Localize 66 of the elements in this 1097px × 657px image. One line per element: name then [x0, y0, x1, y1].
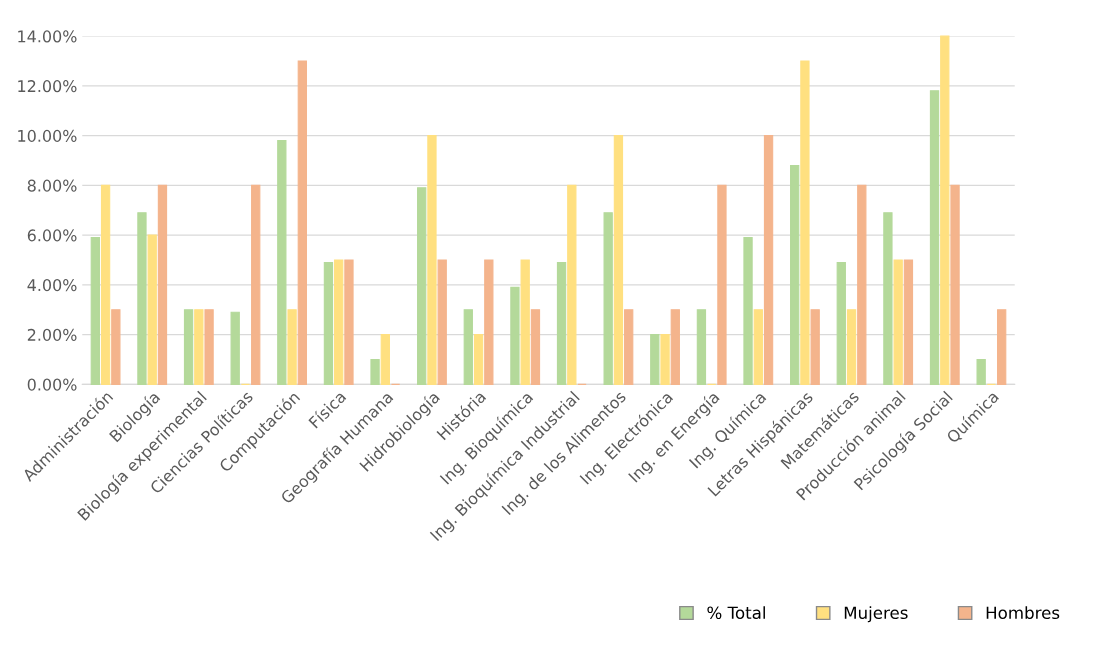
bar — [137, 212, 147, 385]
bar — [753, 309, 763, 385]
bar — [836, 261, 846, 385]
bar — [183, 309, 194, 385]
bar — [929, 90, 940, 385]
bar — [297, 60, 307, 385]
y-tick-label: 6.00% — [27, 229, 77, 242]
bar — [100, 184, 111, 385]
bar — [790, 164, 800, 385]
bar — [660, 334, 670, 385]
bar — [846, 309, 857, 385]
bar — [940, 35, 950, 385]
bar — [624, 309, 634, 385]
bar — [567, 184, 577, 385]
y-tick-label: 0.00% — [27, 378, 77, 391]
y-tick-label: 10.00% — [18, 129, 77, 142]
bar — [556, 261, 567, 385]
bar — [857, 184, 867, 385]
y-tick-label: 2.00% — [27, 328, 77, 341]
bar — [277, 140, 287, 385]
y-tick-label: 12.00% — [18, 80, 77, 93]
bar — [370, 358, 380, 385]
y-tick-label: 14.00% — [18, 30, 77, 43]
bar — [976, 358, 986, 385]
bar — [696, 309, 707, 385]
bar — [147, 234, 157, 385]
bar — [510, 286, 520, 385]
bar — [997, 309, 1007, 385]
bar — [427, 135, 437, 385]
bar — [194, 309, 204, 385]
bar — [893, 259, 903, 385]
bar — [520, 259, 530, 385]
bar — [800, 60, 810, 385]
bar — [323, 261, 334, 385]
bar — [950, 184, 960, 385]
bar — [380, 334, 390, 385]
bar — [463, 309, 473, 385]
bar — [603, 212, 613, 385]
bar — [670, 309, 680, 385]
bar — [650, 334, 660, 385]
legend-label: Mujeres — [844, 606, 908, 623]
bar — [613, 135, 624, 385]
bar — [111, 309, 121, 385]
bar — [90, 237, 100, 385]
bar — [437, 259, 447, 385]
bar — [344, 259, 354, 385]
bar — [763, 135, 774, 385]
bar — [883, 212, 893, 385]
y-tick-label: 8.00% — [27, 179, 77, 192]
bar — [717, 184, 727, 385]
bar — [204, 309, 214, 385]
legend-label: Hombres — [986, 606, 1060, 620]
bar — [810, 309, 820, 385]
bar — [230, 311, 240, 385]
bar — [287, 309, 297, 385]
bar — [530, 309, 541, 385]
bar — [334, 259, 344, 385]
legend-label: % Total — [707, 606, 765, 620]
bar — [484, 259, 494, 385]
bar — [251, 184, 261, 385]
bar — [743, 237, 753, 385]
bar — [417, 187, 427, 385]
y-tick-label: 4.00% — [27, 279, 77, 292]
bar — [903, 259, 914, 385]
bar — [157, 184, 168, 385]
bar — [473, 334, 484, 385]
